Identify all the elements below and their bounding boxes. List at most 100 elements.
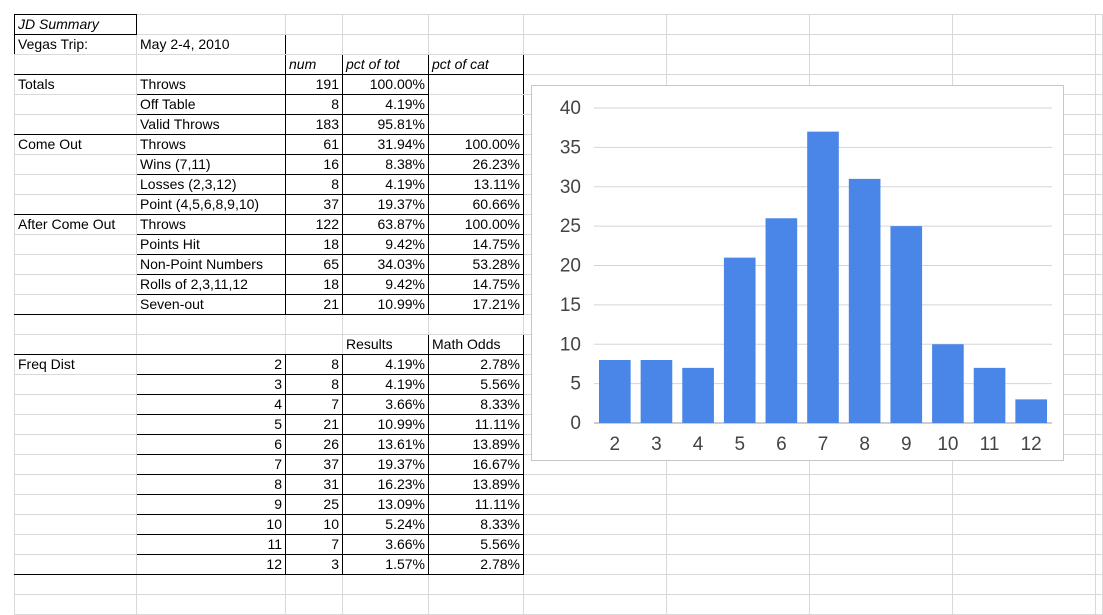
cell[interactable] <box>285 314 343 335</box>
trip-dates[interactable]: May 2-4, 2010 <box>136 34 286 55</box>
results-value[interactable]: 10.99% <box>342 414 429 435</box>
cell[interactable] <box>809 594 953 615</box>
cell[interactable] <box>14 54 137 75</box>
row-label[interactable]: Throws <box>136 74 286 95</box>
cell[interactable] <box>14 454 137 475</box>
pct-cat-value[interactable]: 53.28% <box>428 254 524 275</box>
cell[interactable] <box>1095 34 1103 55</box>
cell[interactable] <box>1095 374 1103 395</box>
roll-value[interactable]: 5 <box>136 414 286 435</box>
num-value[interactable]: 37 <box>285 194 343 215</box>
pct-cat-value[interactable] <box>428 74 524 95</box>
cell[interactable] <box>14 234 137 255</box>
odds-value[interactable]: 8.33% <box>428 394 524 415</box>
pct-tot-value[interactable]: 4.19% <box>342 94 429 115</box>
count-value[interactable]: 21 <box>285 414 343 435</box>
count-value[interactable]: 8 <box>285 354 343 375</box>
cell[interactable] <box>1095 314 1103 335</box>
cell[interactable] <box>342 594 429 615</box>
cell[interactable] <box>809 494 953 515</box>
cell[interactable] <box>14 554 137 575</box>
cell[interactable] <box>14 414 137 435</box>
results-value[interactable]: 13.61% <box>342 434 429 455</box>
cell[interactable] <box>809 474 953 495</box>
cell[interactable] <box>14 274 137 295</box>
cell[interactable] <box>952 574 1096 595</box>
cell[interactable] <box>666 534 810 555</box>
header-pct-tot[interactable]: pct of tot <box>342 54 429 75</box>
cell[interactable] <box>14 294 137 315</box>
odds-value[interactable]: 13.89% <box>428 434 524 455</box>
results-value[interactable]: 1.57% <box>342 554 429 575</box>
cell[interactable] <box>14 254 137 275</box>
row-label[interactable]: Seven-out <box>136 294 286 315</box>
row-label[interactable]: Valid Throws <box>136 114 286 135</box>
cell[interactable] <box>1095 114 1103 135</box>
cell[interactable] <box>666 54 810 75</box>
cell[interactable] <box>1095 494 1103 515</box>
cell[interactable] <box>1095 534 1103 555</box>
cell[interactable] <box>342 574 429 595</box>
cell[interactable] <box>1095 394 1103 415</box>
cell[interactable] <box>1095 594 1103 615</box>
odds-value[interactable]: 5.56% <box>428 374 524 395</box>
roll-value[interactable]: 12 <box>136 554 286 575</box>
cell[interactable] <box>666 494 810 515</box>
count-value[interactable]: 10 <box>285 514 343 535</box>
cell[interactable] <box>666 514 810 535</box>
num-value[interactable]: 18 <box>285 234 343 255</box>
results-value[interactable]: 3.66% <box>342 534 429 555</box>
results-value[interactable]: 13.09% <box>342 494 429 515</box>
pct-tot-value[interactable]: 8.38% <box>342 154 429 175</box>
header-results[interactable]: Results <box>342 334 429 355</box>
cell[interactable] <box>809 14 953 35</box>
header-num[interactable]: num <box>285 54 343 75</box>
num-value[interactable]: 8 <box>285 94 343 115</box>
cell[interactable] <box>14 534 137 555</box>
odds-value[interactable]: 2.78% <box>428 354 524 375</box>
cell[interactable] <box>952 14 1096 35</box>
odds-value[interactable]: 11.11% <box>428 494 524 515</box>
results-value[interactable]: 4.19% <box>342 374 429 395</box>
cell[interactable] <box>952 34 1096 55</box>
cell[interactable] <box>342 14 429 35</box>
cell[interactable] <box>1095 474 1103 495</box>
roll-value[interactable]: 6 <box>136 434 286 455</box>
count-value[interactable]: 7 <box>285 534 343 555</box>
cell[interactable] <box>523 54 667 75</box>
cell[interactable] <box>809 34 953 55</box>
odds-value[interactable]: 16.67% <box>428 454 524 475</box>
odds-value[interactable]: 13.89% <box>428 474 524 495</box>
cell[interactable] <box>523 14 667 35</box>
cell[interactable] <box>809 554 953 575</box>
cell[interactable] <box>14 594 137 615</box>
pct-cat-value[interactable]: 13.11% <box>428 174 524 195</box>
cell[interactable] <box>809 534 953 555</box>
cell[interactable] <box>666 474 810 495</box>
cell[interactable] <box>1095 74 1103 95</box>
cell[interactable] <box>1095 194 1103 215</box>
cell[interactable] <box>523 474 667 495</box>
cell[interactable] <box>285 594 343 615</box>
num-value[interactable]: 16 <box>285 154 343 175</box>
pct-cat-value[interactable]: 100.00% <box>428 134 524 155</box>
cell[interactable] <box>809 54 953 75</box>
cell[interactable] <box>523 554 667 575</box>
cell[interactable] <box>136 54 286 75</box>
cell[interactable] <box>14 94 137 115</box>
cell[interactable] <box>14 394 137 415</box>
trip-label[interactable]: Vegas Trip: <box>14 34 137 55</box>
cell[interactable] <box>523 34 667 55</box>
num-value[interactable]: 61 <box>285 134 343 155</box>
pct-cat-value[interactable]: 14.75% <box>428 274 524 295</box>
frequency-chart[interactable]: 0 5 10 15 20 25 30 35 40 2 3 4 5 6 7 8 9 10 11 12 <box>531 85 1064 461</box>
num-value[interactable]: 18 <box>285 274 343 295</box>
results-value[interactable]: 19.37% <box>342 454 429 475</box>
cell[interactable] <box>1095 574 1103 595</box>
cell[interactable] <box>14 194 137 215</box>
section-label[interactable]: After Come Out <box>14 214 137 235</box>
cell[interactable] <box>666 554 810 575</box>
odds-value[interactable]: 8.33% <box>428 514 524 535</box>
cell[interactable] <box>1095 414 1103 435</box>
results-value[interactable]: 4.19% <box>342 354 429 375</box>
